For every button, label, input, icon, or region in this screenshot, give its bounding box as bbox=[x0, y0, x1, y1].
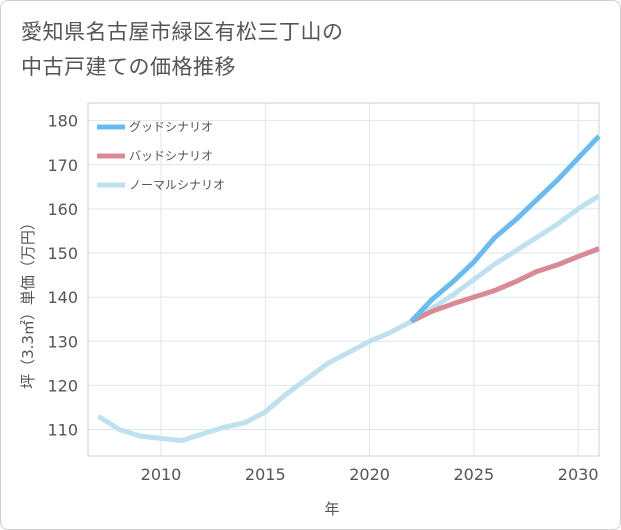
y-tick-label: 110 bbox=[47, 421, 78, 440]
series-line-3 bbox=[97, 193, 601, 444]
y-tick-label: 170 bbox=[47, 156, 78, 175]
y-tick-label: 180 bbox=[47, 112, 78, 131]
y-tick-label: 130 bbox=[47, 332, 78, 351]
legend-label: ノーマルシナリオ bbox=[129, 178, 225, 192]
plot-area bbox=[87, 102, 600, 457]
series-line-1 bbox=[409, 134, 601, 324]
y-tick-label: 140 bbox=[47, 288, 78, 307]
plot-border bbox=[87, 102, 600, 457]
legend-label: グッドシナリオ bbox=[129, 120, 213, 134]
series-lines bbox=[97, 134, 601, 444]
y-axis-title: 坪（3.3㎡）単価（万円） bbox=[19, 215, 37, 389]
y-axis: 110 120 130 140 150 160 170 180 bbox=[47, 112, 78, 440]
x-tick-label: 2010 bbox=[141, 465, 182, 484]
y-tick-label: 160 bbox=[47, 200, 78, 219]
x-axis-title: 年 bbox=[324, 500, 339, 518]
legend-label: バッドシナリオ bbox=[129, 149, 213, 163]
chart-title-line-2: 中古戸建ての価格推移 bbox=[21, 55, 236, 79]
chart-title: 愛知県名古屋市緑区有松三丁山の 中古戸建ての価格推移 bbox=[21, 15, 601, 85]
y-tick-label: 150 bbox=[47, 244, 78, 263]
x-tick-label: 2020 bbox=[349, 465, 390, 484]
x-tick-label: 2025 bbox=[453, 465, 494, 484]
y-tick-label: 120 bbox=[47, 376, 78, 395]
x-tick-label: 2030 bbox=[558, 465, 599, 484]
x-tick-label: 2015 bbox=[245, 465, 286, 484]
chart-title-line-1: 愛知県名古屋市緑区有松三丁山の bbox=[21, 20, 344, 44]
x-axis: 2010 2015 2020 2025 2030 bbox=[141, 465, 599, 484]
series-line-2 bbox=[410, 246, 600, 324]
